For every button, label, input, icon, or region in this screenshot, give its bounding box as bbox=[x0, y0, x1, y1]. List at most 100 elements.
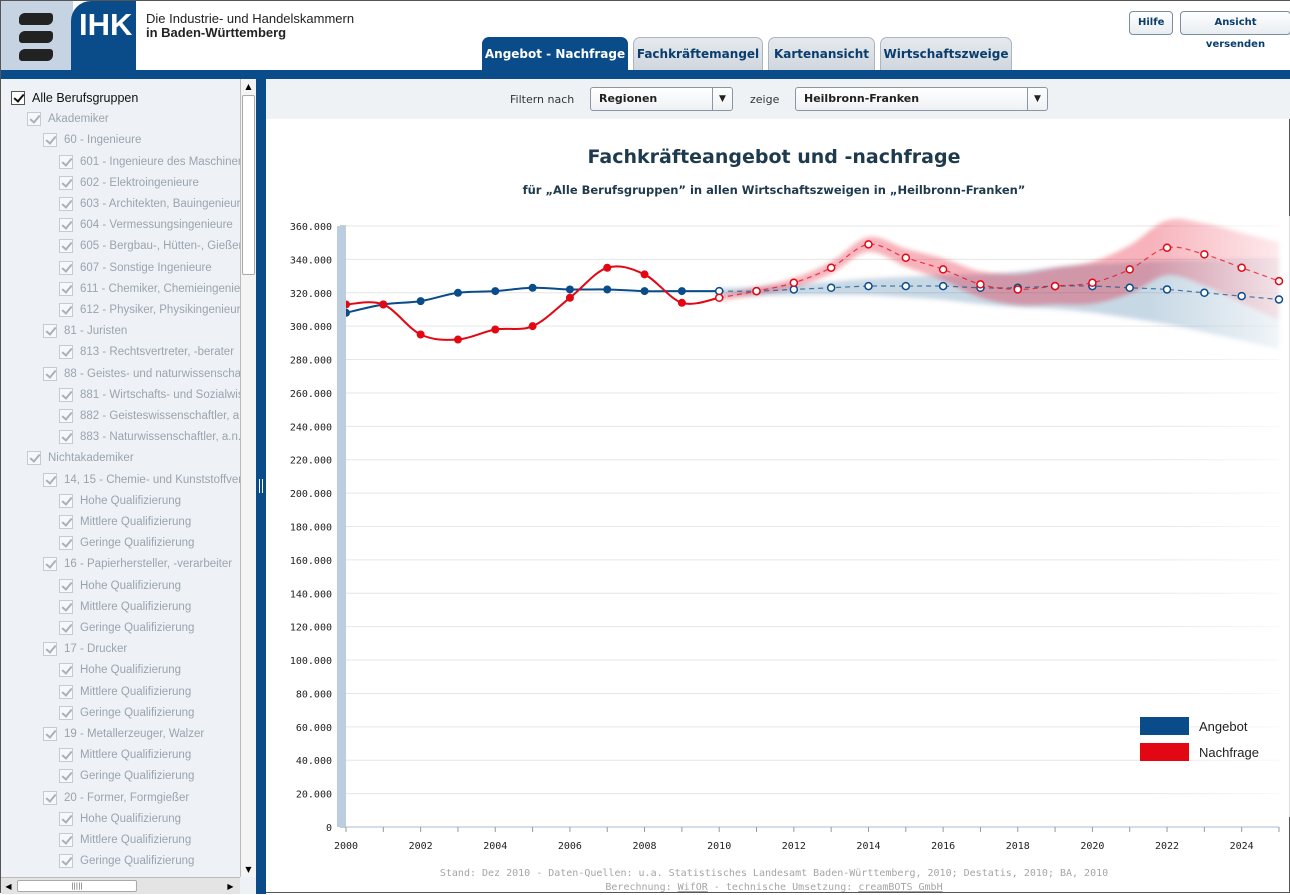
tree-item[interactable]: Nichtakademiker bbox=[27, 448, 134, 468]
tree-item[interactable]: 605 - Bergbau-, Hütten-, Gießere bbox=[59, 236, 249, 256]
checkbox[interactable] bbox=[27, 112, 41, 127]
tree-item[interactable]: Mittlere Qualifizierung bbox=[59, 830, 191, 850]
panel-splitter[interactable] bbox=[256, 79, 266, 894]
checkbox[interactable] bbox=[59, 769, 73, 784]
checkbox[interactable] bbox=[59, 345, 73, 360]
horizontal-scrollbar[interactable]: ◀ ||||| ▶ bbox=[1, 877, 240, 894]
tree-item[interactable]: 60 - Ingenieure bbox=[43, 130, 141, 150]
scroll-right-icon[interactable]: ▶ bbox=[223, 879, 238, 894]
checkbox[interactable] bbox=[59, 748, 73, 763]
tree-item[interactable]: Hohe Qualifizierung bbox=[59, 576, 181, 596]
scroll-thumb[interactable] bbox=[242, 95, 255, 275]
tree-item[interactable]: Geringe Qualifizierung bbox=[59, 618, 194, 638]
tree-item[interactable]: 604 - Vermessungsingenieure bbox=[59, 215, 233, 235]
tree-item[interactable]: Akademiker bbox=[27, 109, 109, 129]
checkbox[interactable] bbox=[59, 811, 73, 826]
checkbox[interactable] bbox=[43, 790, 57, 805]
hscroll-thumb[interactable]: ||||| bbox=[17, 880, 137, 892]
checkbox[interactable] bbox=[59, 218, 73, 233]
checkbox[interactable] bbox=[59, 621, 73, 635]
tree-item[interactable]: 14, 15 - Chemie- und Kunststoffvera bbox=[43, 470, 249, 490]
checkbox[interactable] bbox=[59, 536, 73, 551]
checkbox[interactable] bbox=[11, 91, 25, 105]
tree-item[interactable]: 881 - Wirtschafts- und Sozialwis bbox=[59, 385, 244, 405]
checkbox[interactable] bbox=[27, 451, 41, 466]
checkbox[interactable] bbox=[43, 324, 57, 339]
tree-item[interactable]: 16 - Papierhersteller, -verarbeiter bbox=[43, 554, 232, 574]
tree-item[interactable]: Hohe Qualifizierung bbox=[59, 809, 181, 829]
help-button[interactable]: Hilfe bbox=[1129, 11, 1174, 35]
tab-kartenansicht[interactable]: Kartenansicht bbox=[768, 37, 875, 70]
tree-item[interactable]: 601 - Ingenieure des Maschinen bbox=[59, 152, 244, 172]
creambots-link[interactable]: creamBOTS GmbH bbox=[858, 882, 943, 893]
tree-item[interactable]: 603 - Architekten, Bauingenieur bbox=[59, 194, 240, 214]
checkbox[interactable] bbox=[59, 833, 73, 847]
checkbox[interactable] bbox=[59, 239, 73, 254]
tree-item[interactable]: Geringe Qualifizierung bbox=[59, 703, 194, 723]
tab-angebot-nachfrage[interactable]: Angebot - Nachfrage bbox=[482, 37, 628, 70]
checkbox[interactable] bbox=[59, 493, 73, 508]
checkbox[interactable] bbox=[59, 409, 73, 423]
region-select[interactable]: Heilbronn-Franken ▼ bbox=[795, 87, 1048, 111]
checkbox[interactable] bbox=[59, 281, 73, 296]
filter-select[interactable]: Regionen ▼ bbox=[590, 87, 733, 111]
tree-item[interactable]: 81 - Juristen bbox=[43, 321, 127, 341]
y-tick-label: 180.000 bbox=[290, 523, 332, 534]
tree-item[interactable]: Hohe Qualifizierung bbox=[59, 491, 181, 511]
tab-wirtschaftszweige[interactable]: Wirtschaftszweige bbox=[880, 37, 1012, 70]
checkbox[interactable] bbox=[59, 684, 73, 699]
tree-item[interactable]: 607 - Sonstige Ingenieure bbox=[59, 258, 212, 278]
checkbox[interactable] bbox=[59, 430, 73, 445]
tree-item[interactable]: Geringe Qualifizierung bbox=[59, 766, 194, 786]
checkbox[interactable] bbox=[59, 387, 73, 402]
checkbox[interactable] bbox=[43, 133, 57, 148]
y-tick-label: 80.000 bbox=[296, 689, 332, 700]
tree-item-label: 601 - Ingenieure des Maschinen bbox=[80, 155, 245, 168]
checkbox[interactable] bbox=[43, 557, 57, 572]
tree-item[interactable]: 20 - Former, Formgießer bbox=[43, 788, 189, 808]
tree-item[interactable]: Mittlere Qualifizierung bbox=[59, 597, 191, 617]
tree-item[interactable]: 19 - Metallerzeuger, Walzer bbox=[43, 724, 204, 744]
tab-fachkraeftemangel[interactable]: Fachkräftemangel bbox=[633, 37, 763, 70]
checkbox[interactable] bbox=[59, 197, 73, 211]
checkbox[interactable] bbox=[59, 854, 73, 869]
checkbox[interactable] bbox=[43, 472, 57, 487]
tree-item[interactable]: 602 - Elektroingenieure bbox=[59, 173, 199, 193]
checkbox[interactable] bbox=[59, 599, 73, 614]
checkbox[interactable] bbox=[59, 663, 73, 678]
scroll-left-icon[interactable]: ◀ bbox=[1, 879, 16, 894]
send-view-button[interactable]: Ansicht versenden bbox=[1180, 11, 1290, 50]
tree-item[interactable]: 883 - Naturwissenschaftler, a.n. bbox=[59, 427, 241, 447]
checkbox[interactable] bbox=[59, 578, 73, 593]
tree-item[interactable]: Mittlere Qualifizierung bbox=[59, 512, 191, 532]
vertical-scrollbar[interactable]: ▲ ▼ bbox=[240, 79, 256, 877]
checkbox[interactable] bbox=[59, 154, 73, 169]
checkbox[interactable] bbox=[59, 260, 73, 275]
checkbox[interactable] bbox=[43, 642, 57, 657]
tree-item[interactable]: Geringe Qualifizierung bbox=[59, 851, 194, 871]
checkbox[interactable] bbox=[59, 705, 73, 720]
wifor-link[interactable]: WifOR bbox=[677, 882, 708, 893]
scroll-up-icon[interactable]: ▲ bbox=[241, 79, 256, 94]
checkbox[interactable] bbox=[59, 175, 73, 190]
checkbox[interactable] bbox=[43, 727, 57, 741]
tree-item[interactable]: 813 - Rechtsvertreter, -berater bbox=[59, 342, 234, 362]
checkbox[interactable] bbox=[43, 366, 57, 381]
tree-item[interactable]: 882 - Geisteswissenschaftler, a.n bbox=[59, 406, 249, 426]
tree-item[interactable]: Alle Berufsgruppen bbox=[11, 88, 138, 108]
tree-item[interactable]: 612 - Physiker, Physikingenieure bbox=[59, 300, 247, 320]
tree-item[interactable]: Mittlere Qualifizierung bbox=[59, 745, 191, 765]
scroll-down-icon[interactable]: ▼ bbox=[241, 862, 256, 877]
x-tick-label: 2002 bbox=[409, 841, 433, 849]
chart-subtitle: für „Alle Berufsgruppen” in allen Wirtsc… bbox=[522, 183, 1026, 197]
tree-item[interactable]: Hohe Qualifizierung bbox=[59, 660, 181, 680]
tree-item[interactable]: 88 - Geistes- und naturwissenschaf bbox=[43, 364, 244, 384]
legend-label-angebot: Angebot bbox=[1199, 719, 1248, 734]
tree-item[interactable]: 17 - Drucker bbox=[43, 639, 127, 659]
checkbox[interactable] bbox=[59, 515, 73, 529]
tree-item[interactable]: Mittlere Qualifizierung bbox=[59, 682, 191, 702]
y-tick-label: 200.000 bbox=[290, 489, 332, 500]
tree-item[interactable]: Geringe Qualifizierung bbox=[59, 533, 194, 553]
checkbox[interactable] bbox=[59, 303, 73, 317]
tree-item[interactable]: 611 - Chemiker, Chemieingenieu bbox=[59, 279, 247, 299]
